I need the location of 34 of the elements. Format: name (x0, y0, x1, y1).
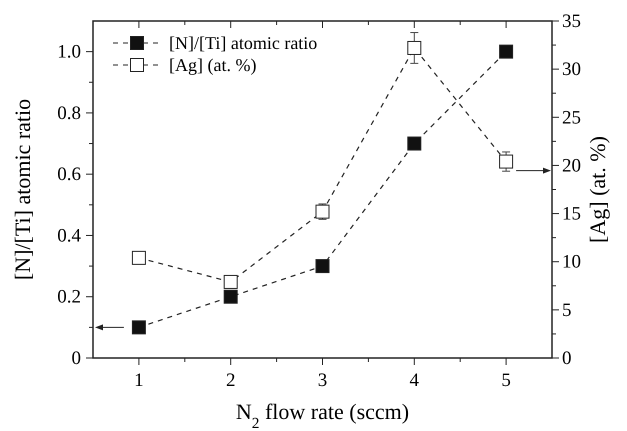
y2-tick-label: 25 (562, 107, 581, 128)
y2-axis-title: [Ag] (at. %) (585, 136, 610, 243)
y2-tick-label: 10 (562, 252, 581, 273)
x-tick-label: 5 (501, 370, 511, 391)
x-tick-label: 4 (410, 370, 420, 391)
legend-label: [N]/[Ti] atomic ratio (169, 33, 318, 53)
x-tick-label: 1 (134, 370, 144, 391)
x-tick-label: 3 (318, 370, 328, 391)
y-axis-title: [N]/[Ti] atomic ratio (10, 98, 35, 280)
point (407, 40, 422, 55)
y-tick-label: 0.6 (57, 164, 81, 186)
y2-tick-label: 30 (562, 59, 581, 80)
y-tick-label: 0.2 (57, 286, 81, 308)
y-tick-label: 0 (72, 348, 81, 369)
y2-tick-label: 0 (562, 348, 572, 369)
y2-tick-label: 20 (562, 155, 581, 176)
y2-tick-label: 35 (562, 11, 581, 32)
point (316, 259, 330, 274)
x-tick-label: 2 (226, 370, 236, 391)
x-axis-title: N$_{2}$ flow rate (sccm) (236, 399, 410, 431)
point (499, 44, 514, 59)
legend-label: [Ag] (at. %) (169, 55, 256, 75)
y2-tick-label: 15 (562, 204, 581, 225)
y2-tick-label: 5 (562, 300, 572, 321)
y-tick-label: 0.8 (57, 102, 81, 124)
y-tick-label: 0.4 (57, 225, 82, 246)
y-tick-label: 1.0 (57, 42, 81, 63)
point (224, 290, 238, 304)
point (407, 136, 422, 151)
point (499, 154, 514, 169)
point (224, 274, 238, 289)
point (132, 250, 146, 265)
point (132, 320, 146, 334)
point (316, 204, 330, 219)
